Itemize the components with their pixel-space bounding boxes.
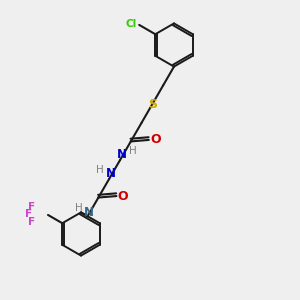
Text: O: O — [150, 134, 161, 146]
Text: O: O — [118, 190, 128, 202]
Text: N: N — [117, 148, 127, 161]
Text: F: F — [28, 202, 35, 212]
Text: F: F — [28, 218, 35, 227]
Text: N: N — [84, 206, 94, 219]
Text: Cl: Cl — [125, 19, 137, 29]
Text: H: H — [96, 165, 104, 175]
Text: H: H — [75, 203, 83, 213]
Text: H: H — [129, 146, 136, 156]
Text: F: F — [25, 209, 32, 219]
Text: N: N — [106, 167, 116, 180]
Text: S: S — [148, 98, 157, 110]
